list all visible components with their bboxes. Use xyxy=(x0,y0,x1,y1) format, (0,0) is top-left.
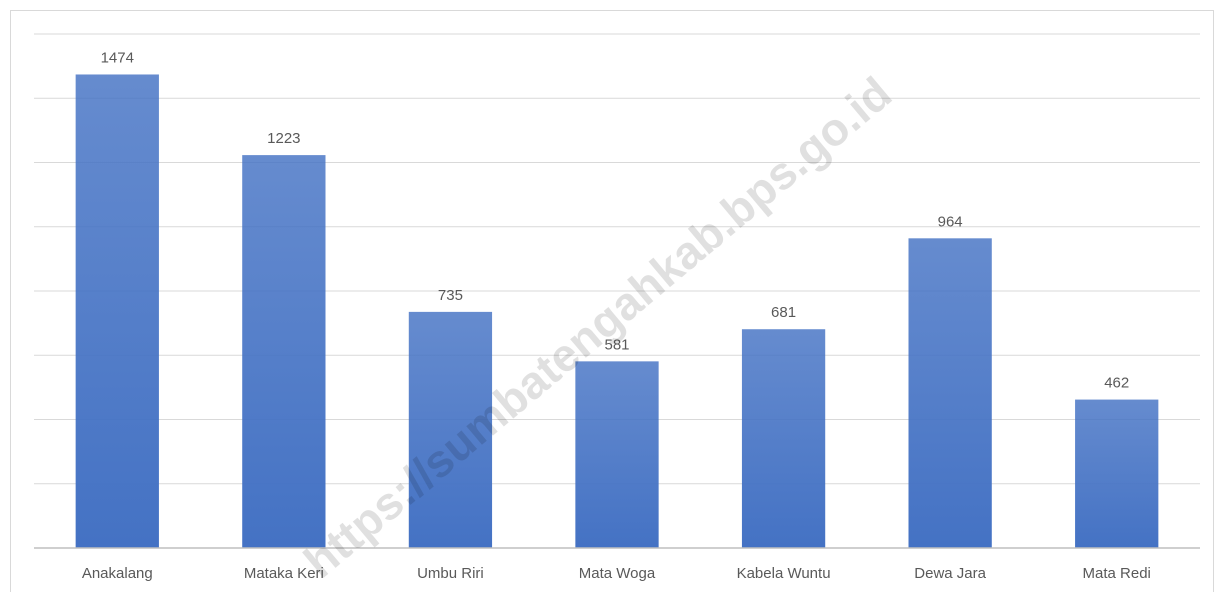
x-tick-label: Umbu Riri xyxy=(417,565,484,582)
value-label: 964 xyxy=(938,213,963,230)
bar xyxy=(408,311,493,548)
x-tick-label: Mata Redi xyxy=(1083,565,1151,582)
x-tick-label: Mataka Keri xyxy=(244,565,324,582)
x-tick-label: Dewa Jara xyxy=(914,565,986,582)
value-label: 1474 xyxy=(101,49,134,66)
x-tick-label: Mata Woga xyxy=(579,565,656,582)
bar xyxy=(1075,399,1159,548)
value-label: 462 xyxy=(1104,375,1129,392)
bar xyxy=(575,361,659,548)
bar xyxy=(741,329,826,548)
value-label: 581 xyxy=(604,336,629,353)
value-label: 681 xyxy=(771,304,796,321)
value-label: 735 xyxy=(438,287,463,304)
bar xyxy=(908,238,992,548)
value-label: 1223 xyxy=(267,130,300,147)
x-tick-label: Anakalang xyxy=(82,565,153,582)
bar xyxy=(75,74,159,548)
bar xyxy=(242,155,326,548)
x-tick-label: Kabela Wuntu xyxy=(737,565,831,582)
